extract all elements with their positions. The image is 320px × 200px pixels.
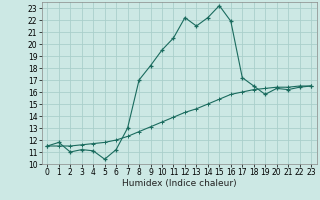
X-axis label: Humidex (Indice chaleur): Humidex (Indice chaleur) <box>122 179 236 188</box>
